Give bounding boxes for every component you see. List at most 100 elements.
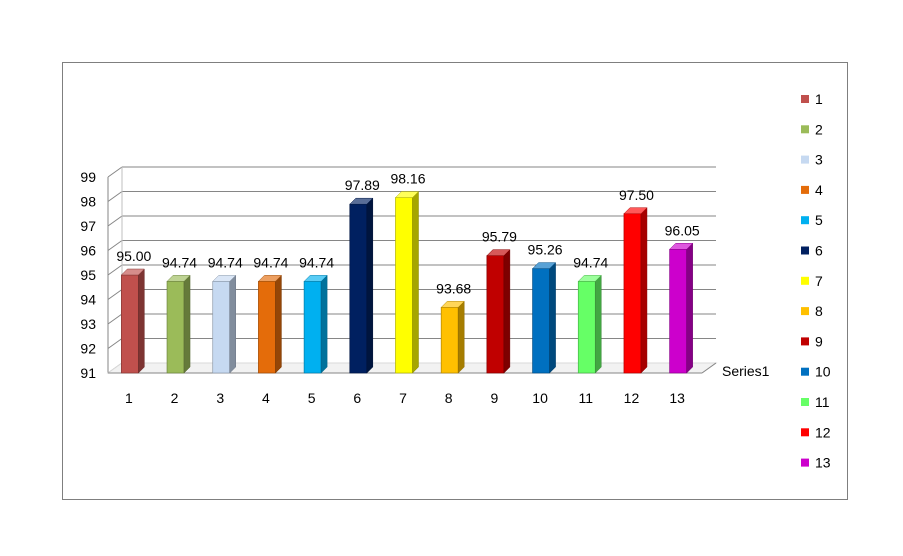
bar-top	[303, 275, 328, 282]
legend-swatch	[801, 246, 809, 255]
x-tick-label: 13	[669, 390, 685, 406]
data-label: 95.79	[482, 229, 517, 245]
bar-side	[595, 274, 602, 374]
bar-top	[623, 207, 648, 214]
legend-swatch	[801, 216, 809, 225]
x-tick-label: 7	[399, 390, 407, 406]
legend-swatch	[801, 337, 809, 346]
x-tick-label: 11	[578, 390, 593, 406]
legend-label: 13	[815, 455, 831, 471]
bar	[212, 281, 231, 374]
bar	[623, 213, 642, 374]
bar	[577, 281, 596, 374]
side-gridline	[107, 191, 123, 202]
legend-swatch	[801, 185, 809, 194]
legend-label: 8	[815, 303, 823, 319]
bar	[532, 268, 550, 374]
bar	[440, 306, 459, 374]
data-label: 94.74	[299, 254, 334, 270]
bar-side	[503, 249, 511, 374]
bar-top	[349, 197, 374, 205]
bar-side	[138, 268, 145, 374]
x-tick-label: 3	[216, 390, 224, 406]
side-gridline	[107, 264, 123, 276]
bar-top	[212, 275, 237, 282]
bar-top	[577, 275, 602, 282]
bar-top	[440, 301, 465, 308]
bar-top	[166, 275, 191, 282]
bar-side	[549, 262, 556, 374]
side-gridline	[107, 215, 123, 227]
bar-top	[120, 268, 145, 276]
bar-top	[669, 243, 694, 250]
legend-label: 1	[815, 91, 823, 107]
bar	[349, 203, 368, 374]
y-tick-label: 97	[80, 218, 96, 234]
bar	[120, 274, 139, 374]
y-tick-label: 98	[80, 194, 96, 210]
data-label: 97.89	[345, 177, 380, 193]
x-axis-depth-line	[701, 362, 717, 374]
bar	[303, 281, 322, 374]
data-label: 97.50	[619, 187, 654, 203]
bar-top	[257, 275, 283, 282]
bar-top	[486, 249, 511, 256]
data-label: 94.74	[208, 254, 243, 270]
legend-label: 9	[815, 333, 823, 349]
x-tick-label: 6	[353, 390, 361, 406]
y-tick-label: 93	[80, 316, 96, 332]
bar	[669, 248, 688, 374]
bar-side	[457, 300, 465, 374]
y-tick-label: 96	[80, 243, 96, 259]
side-gridline	[107, 289, 123, 300]
bar-side	[640, 207, 648, 374]
legend-swatch	[801, 458, 809, 467]
legend-swatch	[801, 367, 809, 376]
x-tick-label: 4	[262, 390, 270, 406]
data-label: 96.05	[665, 222, 700, 238]
y-tick-label: 92	[80, 341, 96, 357]
legend-swatch	[801, 95, 809, 103]
x-tick-label: 12	[624, 390, 640, 406]
side-gridline	[107, 240, 123, 251]
legend-label: 11	[815, 394, 830, 410]
bar-side	[320, 274, 328, 374]
x-tick-label: 9	[490, 390, 498, 406]
side-gridline	[107, 338, 123, 349]
bar-side	[275, 274, 282, 374]
bar-side	[183, 274, 191, 374]
legend-label: 7	[815, 273, 823, 289]
bar-side	[686, 242, 693, 374]
legend-label: 2	[815, 121, 823, 137]
legend-swatch	[801, 125, 809, 134]
side-gridline	[107, 166, 123, 178]
legend-label: 4	[815, 182, 823, 198]
legend-label: 12	[815, 424, 831, 440]
y-tick-label: 91	[80, 365, 96, 381]
x-tick-label: 2	[171, 390, 179, 406]
series-axis-label: Series1	[722, 363, 770, 379]
bar-side	[366, 197, 374, 374]
y-tick-label: 99	[80, 169, 96, 185]
legend-swatch	[801, 155, 809, 164]
legend-label: 5	[815, 212, 823, 228]
legend-label: 3	[815, 152, 823, 168]
legend-label: 10	[815, 364, 831, 380]
legend-swatch	[801, 276, 809, 285]
chart-area	[62, 62, 848, 500]
legend-swatch	[801, 307, 809, 316]
bar	[166, 281, 185, 374]
y-tick-label: 94	[80, 292, 96, 308]
data-label: 95.26	[528, 242, 563, 258]
bar	[486, 255, 505, 374]
legend-swatch	[801, 428, 809, 437]
data-label: 94.74	[162, 254, 197, 270]
bar-side	[412, 190, 419, 374]
bar	[395, 197, 413, 374]
x-tick-label: 8	[445, 390, 453, 406]
y-tick-label: 95	[80, 267, 96, 283]
bar-top	[531, 262, 557, 269]
bar-top	[394, 191, 420, 198]
data-label: 94.74	[253, 254, 288, 270]
